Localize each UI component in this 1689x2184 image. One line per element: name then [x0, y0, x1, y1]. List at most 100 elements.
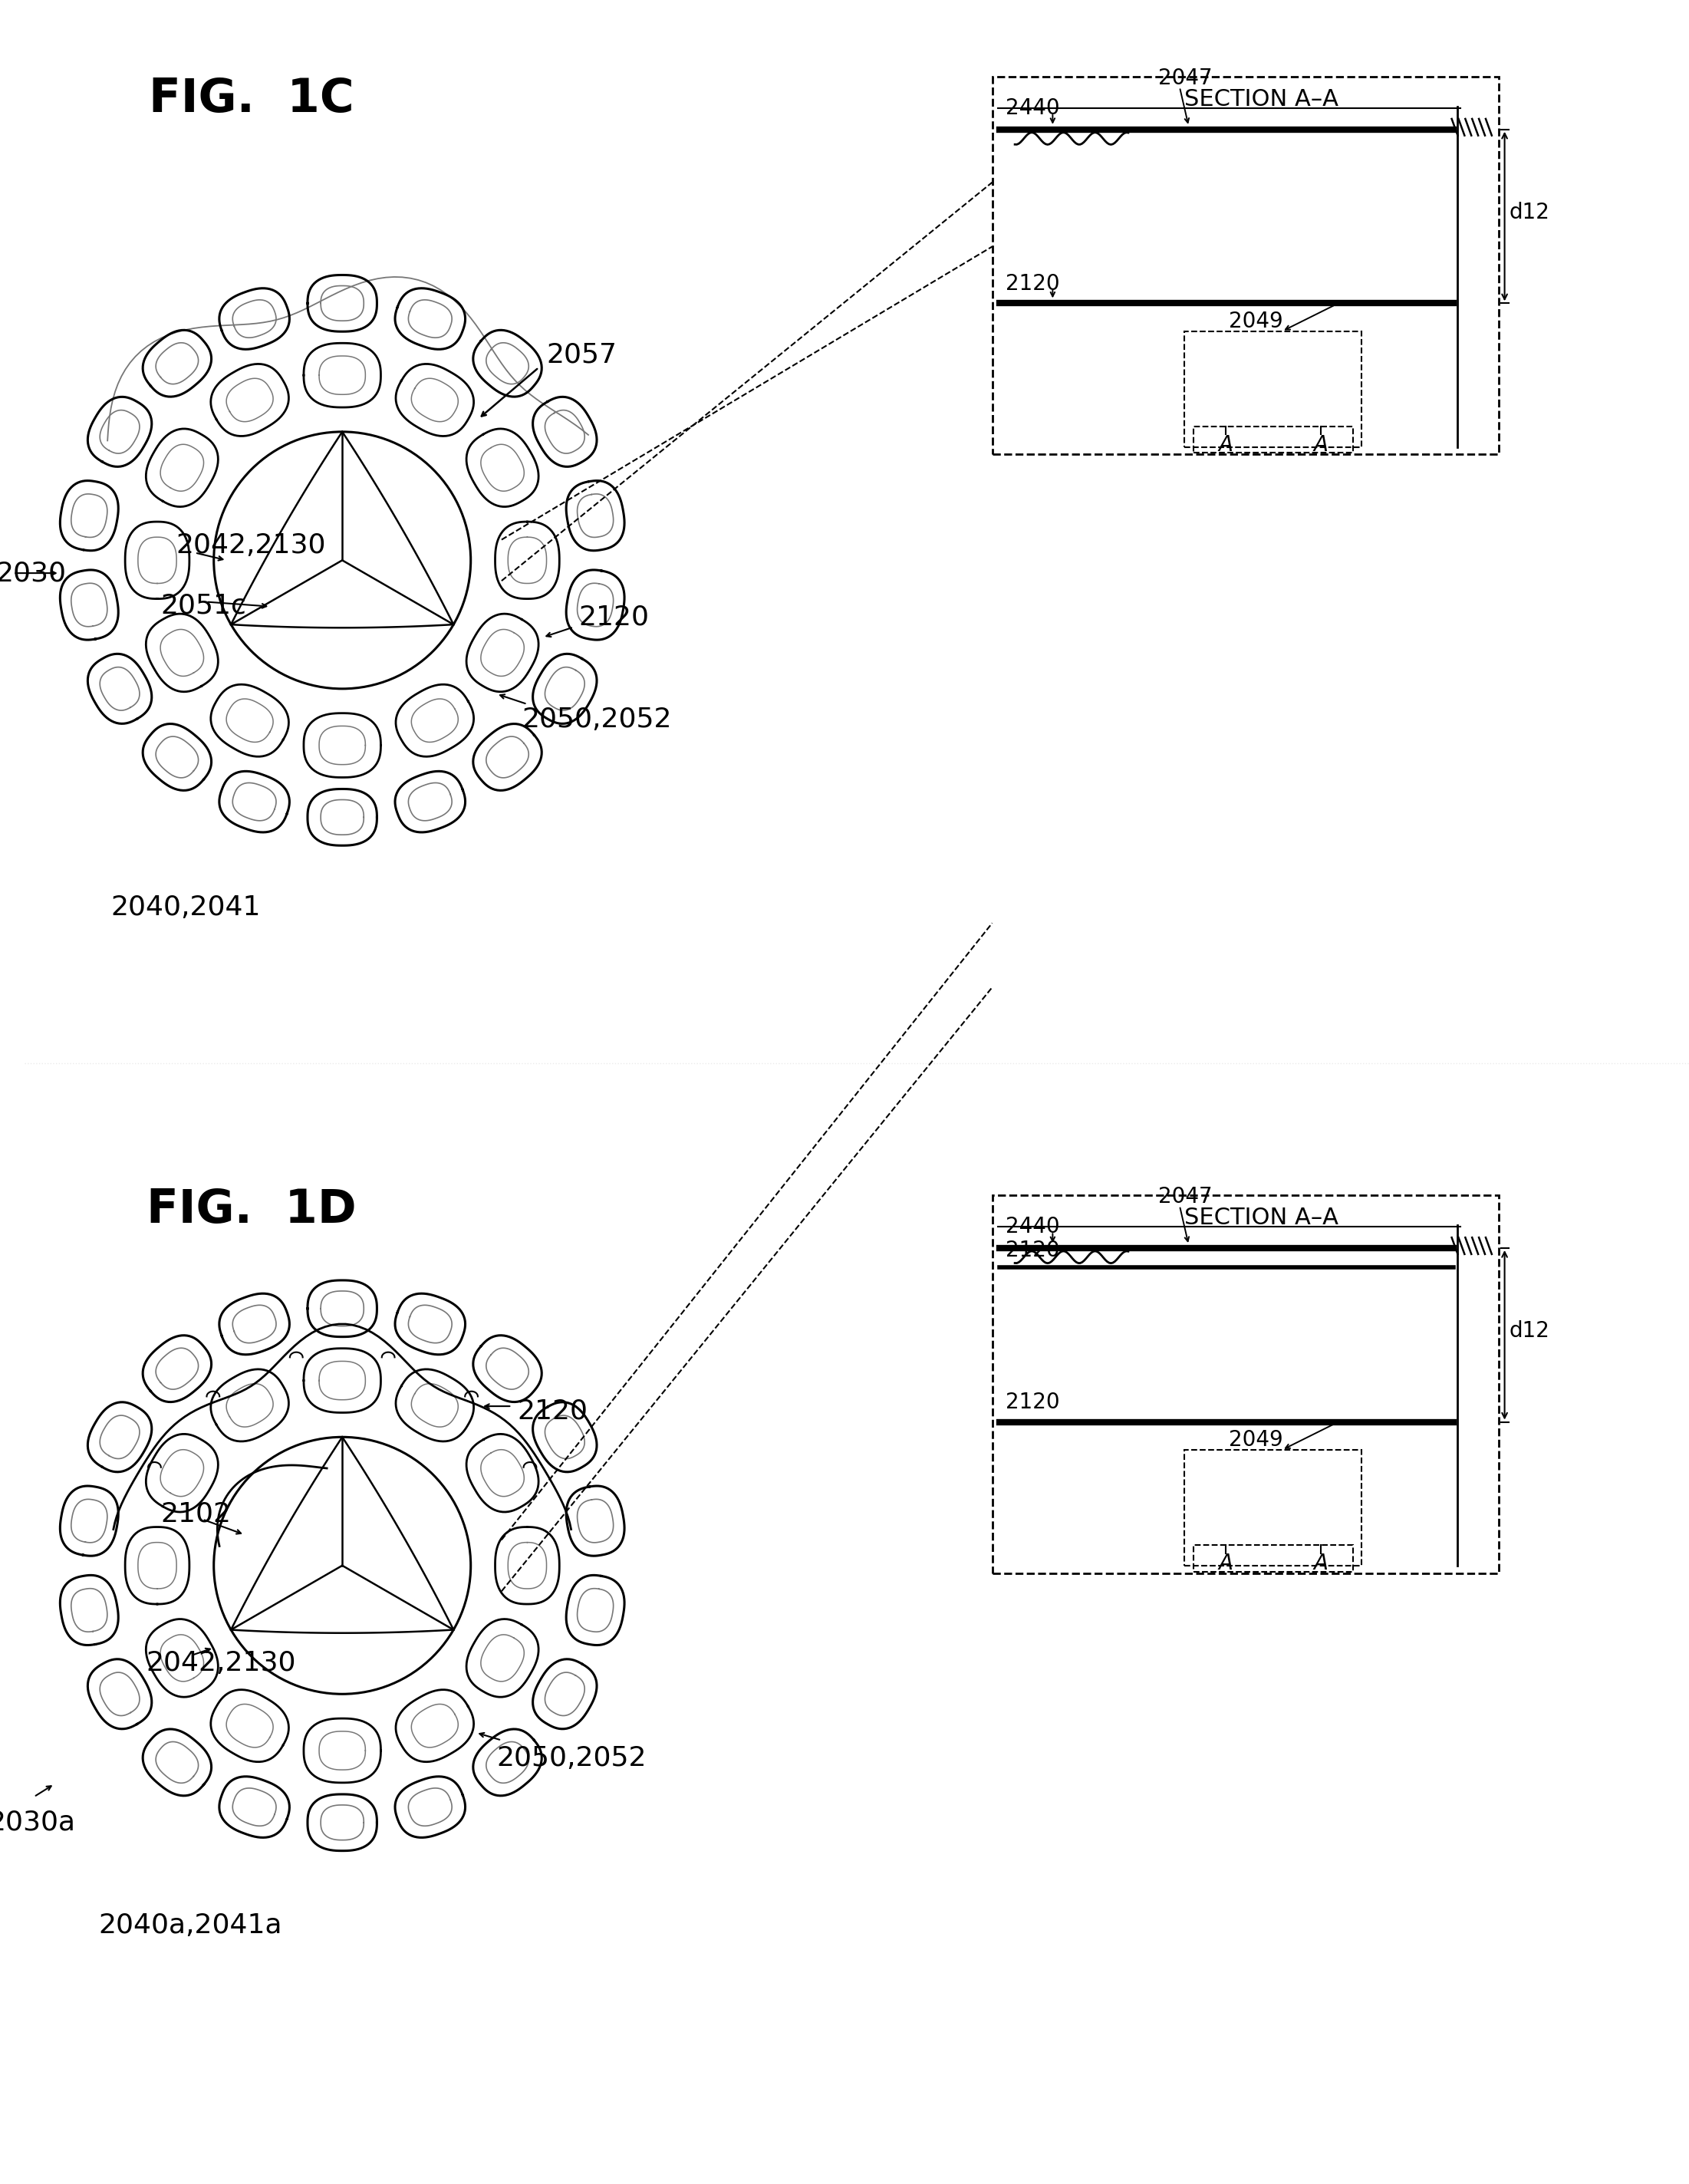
Polygon shape: [155, 1743, 198, 1782]
Polygon shape: [532, 653, 596, 723]
Polygon shape: [466, 614, 539, 692]
Polygon shape: [495, 1527, 559, 1603]
Text: FIG.  1D: FIG. 1D: [147, 1188, 356, 1234]
Polygon shape: [395, 1690, 473, 1762]
Polygon shape: [486, 343, 529, 384]
Polygon shape: [409, 299, 453, 339]
Polygon shape: [145, 614, 218, 692]
Text: A: A: [1218, 1553, 1233, 1575]
Polygon shape: [304, 1348, 380, 1413]
Polygon shape: [566, 1575, 625, 1645]
Polygon shape: [144, 723, 211, 791]
Polygon shape: [233, 1306, 275, 1343]
Polygon shape: [481, 1450, 524, 1496]
Polygon shape: [321, 1291, 363, 1326]
Polygon shape: [61, 1575, 118, 1645]
Polygon shape: [395, 1293, 464, 1354]
Polygon shape: [160, 629, 204, 677]
Polygon shape: [144, 330, 211, 397]
Text: 2120: 2120: [579, 603, 649, 629]
Text: 2120: 2120: [1007, 273, 1061, 295]
Polygon shape: [233, 299, 275, 339]
Polygon shape: [495, 522, 559, 598]
Polygon shape: [100, 1415, 140, 1459]
Polygon shape: [486, 736, 529, 778]
Polygon shape: [160, 1634, 204, 1682]
Text: 2042,2130: 2042,2130: [176, 533, 326, 559]
Polygon shape: [395, 684, 473, 756]
Text: FIG.  1C: FIG. 1C: [149, 76, 355, 122]
Text: 2047: 2047: [1159, 1186, 1213, 1208]
Text: d12: d12: [1510, 1321, 1551, 1341]
Polygon shape: [395, 365, 473, 437]
Polygon shape: [155, 343, 198, 384]
Polygon shape: [100, 411, 140, 454]
Polygon shape: [409, 1789, 453, 1826]
Text: 2120: 2120: [517, 1398, 588, 1424]
Polygon shape: [307, 1795, 377, 1850]
Polygon shape: [566, 570, 625, 640]
Text: 2049: 2049: [1230, 310, 1284, 332]
Polygon shape: [486, 1743, 529, 1782]
Polygon shape: [546, 411, 584, 454]
Polygon shape: [412, 699, 458, 743]
Polygon shape: [233, 782, 275, 821]
Polygon shape: [71, 583, 106, 627]
Polygon shape: [508, 537, 547, 583]
Polygon shape: [321, 286, 363, 321]
Polygon shape: [319, 725, 365, 764]
Text: A: A: [1314, 1553, 1328, 1575]
Text: 2040a,2041a: 2040a,2041a: [98, 1913, 282, 1939]
Polygon shape: [473, 723, 542, 791]
Polygon shape: [486, 1348, 529, 1389]
Polygon shape: [61, 480, 118, 550]
Polygon shape: [578, 494, 613, 537]
Polygon shape: [71, 494, 108, 537]
Text: 2051c: 2051c: [160, 592, 247, 618]
Polygon shape: [88, 653, 152, 723]
Polygon shape: [233, 1789, 275, 1826]
Polygon shape: [88, 1402, 152, 1472]
Polygon shape: [319, 1732, 365, 1769]
Polygon shape: [532, 1660, 596, 1730]
Polygon shape: [138, 537, 177, 583]
Text: 2057: 2057: [546, 341, 616, 367]
Polygon shape: [508, 1542, 547, 1588]
Text: SECTION A–A: SECTION A–A: [1184, 87, 1339, 109]
Polygon shape: [61, 570, 118, 640]
Polygon shape: [88, 397, 152, 467]
Polygon shape: [211, 365, 289, 437]
Polygon shape: [566, 480, 625, 550]
Polygon shape: [412, 1385, 458, 1426]
Polygon shape: [566, 1485, 625, 1555]
Polygon shape: [226, 1704, 274, 1747]
Polygon shape: [473, 1334, 542, 1402]
Text: 2049: 2049: [1230, 1428, 1284, 1450]
Polygon shape: [160, 1450, 204, 1496]
Polygon shape: [220, 1776, 289, 1837]
Polygon shape: [466, 428, 539, 507]
Text: 2120: 2120: [1007, 1391, 1061, 1413]
Polygon shape: [395, 1369, 473, 1441]
Polygon shape: [578, 1498, 613, 1542]
Polygon shape: [88, 1660, 152, 1730]
Polygon shape: [409, 782, 453, 821]
Polygon shape: [412, 1704, 458, 1747]
Polygon shape: [481, 1634, 524, 1682]
Polygon shape: [125, 1527, 189, 1603]
Polygon shape: [307, 275, 377, 332]
Polygon shape: [546, 666, 584, 710]
Polygon shape: [71, 1588, 106, 1631]
Polygon shape: [473, 1730, 542, 1795]
Polygon shape: [211, 684, 289, 756]
Text: 2040,2041: 2040,2041: [111, 893, 260, 919]
Polygon shape: [481, 443, 524, 491]
Text: 2120: 2120: [1007, 1241, 1061, 1260]
Polygon shape: [61, 1485, 118, 1555]
Polygon shape: [155, 736, 198, 778]
Polygon shape: [466, 1618, 539, 1697]
Polygon shape: [144, 1730, 211, 1795]
Polygon shape: [532, 1402, 596, 1472]
Polygon shape: [466, 1435, 539, 1511]
Polygon shape: [226, 378, 274, 422]
